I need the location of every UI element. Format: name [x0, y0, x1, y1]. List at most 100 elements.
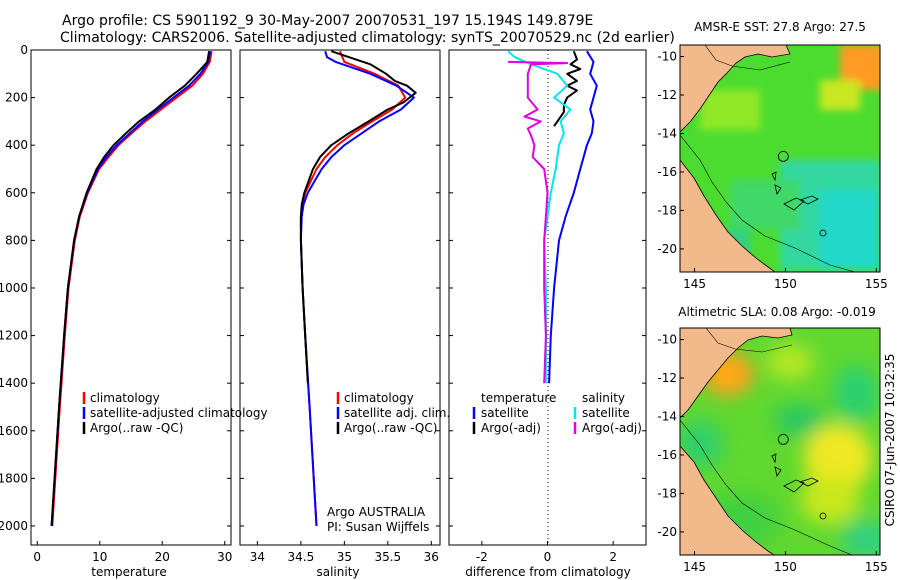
- argo-australia-label: Argo AUSTRALIA: [327, 505, 426, 519]
- y-tick-label: 2000: [0, 519, 28, 533]
- series-line-argo: [50, 51, 211, 527]
- legend-label-satellite: satellite-adjusted climatology: [90, 406, 268, 420]
- csiro-timestamp-label: CSIRO 07-Jun-2007 10:32:35: [883, 354, 897, 527]
- map-y-tick-label: -18: [657, 486, 677, 500]
- legend-label-satellite: satellite adj. clim.: [344, 406, 450, 420]
- y-tick-label: 1000: [0, 281, 28, 295]
- salinity-series: [299, 50, 417, 527]
- map-x-tick-label: 155: [865, 560, 888, 574]
- sst-land-coast-south: [680, 159, 776, 272]
- sla-land-coast-north: [680, 328, 793, 419]
- x-tick-label: 20: [155, 550, 170, 564]
- temperature-axes-box: [30, 49, 232, 546]
- argo-position-marker: [777, 433, 789, 445]
- map-y-tick-label: -16: [657, 165, 677, 179]
- x-tick-label: 0: [544, 550, 552, 564]
- y-tick-label: 1600: [0, 424, 28, 438]
- sla-map-ticks: 145 150 155 -10 -12 -14 -16 -18 -20: [657, 333, 887, 574]
- map-y-tick-label: -10: [657, 333, 677, 347]
- y-tick-label: 1800: [0, 471, 28, 485]
- map-y-tick-label: -12: [657, 371, 677, 385]
- sla-map-axes-box: [679, 327, 881, 556]
- legend-label-climatology: climatology: [90, 391, 160, 405]
- y-tick-label: 0: [20, 43, 28, 57]
- y-tick-label: 1200: [0, 329, 28, 343]
- map-y-tick-label: -20: [657, 525, 677, 539]
- sst-map-ticks: 145 150 155 -10 -12 -14 -16 -18 -20: [657, 50, 887, 291]
- legend-label-salinity-argo: Argo(-adj): [582, 421, 642, 435]
- y-tick-label: 200: [5, 91, 28, 105]
- temperature-series: [50, 51, 213, 527]
- difference-ticks: -2 0 2: [449, 49, 646, 564]
- y-tick-label: 800: [5, 233, 28, 247]
- sst-depth-contour: [680, 45, 856, 272]
- x-tick-label: 34.5: [288, 550, 315, 564]
- legend-label-argo: Argo(..raw -QC): [344, 421, 437, 435]
- series-line-satellite: [50, 51, 212, 527]
- series-line-argo: [299, 50, 417, 384]
- difference-xlabel: difference from climatology: [465, 565, 631, 579]
- sst-reef-dot: [819, 229, 827, 237]
- x-tick-label: 36: [424, 550, 439, 564]
- legend-label-argo: Argo(..raw -QC): [90, 421, 183, 435]
- x-tick-label: -2: [476, 550, 488, 564]
- sla-map-title: Altimetric SLA: 0.08 Argo: -0.019: [678, 305, 875, 319]
- map-x-tick-label: 150: [774, 560, 797, 574]
- sst-map-axes-box: [679, 44, 881, 273]
- map-y-tick-label: -20: [657, 242, 677, 256]
- map-x-tick-label: 145: [683, 277, 706, 291]
- legend-label-climatology: climatology: [344, 391, 414, 405]
- map-x-tick-label: 145: [683, 560, 706, 574]
- salinity-ticks: 34 34.5 35 35.5 36: [240, 49, 440, 564]
- x-tick-label: 35: [337, 550, 352, 564]
- legend-label-temperature-argo: Argo(-adj): [481, 421, 541, 435]
- series-line-temperature-satellite: [548, 50, 598, 384]
- map-y-tick-label: -14: [657, 126, 677, 140]
- figure-title-line1: Argo profile: CS 5901192_9 30-May-2007 2…: [62, 13, 593, 29]
- x-tick-label: 0: [33, 550, 41, 564]
- figure-title-line2: Climatology: CARS2006. Satellite-adjuste…: [60, 30, 675, 46]
- series-line-salinity-satellite: [507, 50, 572, 384]
- salinity-legend: climatology satellite adj. clim. Argo(..…: [336, 391, 450, 435]
- sst-land-coast-north: [680, 45, 791, 133]
- x-tick-label: 35.5: [374, 550, 401, 564]
- temperature-panel: 0 10 20 30 0 200 400 600 800 1000 1200 1400 1600 1800…: [0, 43, 268, 579]
- sst-reef-outlines: [771, 171, 819, 211]
- x-tick-label: 34: [250, 550, 265, 564]
- legend-label-salinity-satellite: satellite: [582, 406, 630, 420]
- sla-map-panel: Altimetric SLA: 0.08 Argo: -0.019: [657, 305, 887, 574]
- salinity-xlabel: salinity: [316, 565, 359, 579]
- sst-map-field: [680, 45, 880, 272]
- argo-position-marker: [777, 150, 789, 162]
- y-tick-label: 1400: [0, 376, 28, 390]
- x-tick-label: 30: [217, 550, 232, 564]
- series-line-salinity-argo: [508, 60, 569, 384]
- legend-heading-temperature: temperature: [481, 391, 556, 405]
- map-y-tick-label: -12: [657, 88, 677, 102]
- sla-reef-outlines: [771, 453, 819, 493]
- legend-heading-salinity: salinity: [582, 391, 625, 405]
- sla-reef-dot: [819, 512, 827, 520]
- difference-legend: temperature satellite Argo(-adj) salinit…: [472, 391, 642, 435]
- x-tick-label: 10: [92, 550, 107, 564]
- temperature-ticks: 0 10 20 30 0 200 400 600 800 1000 1200 1400 1600 1800…: [0, 43, 232, 564]
- map-y-tick-label: -16: [657, 448, 677, 462]
- map-x-tick-label: 155: [865, 277, 888, 291]
- series-line-climatology: [51, 51, 213, 527]
- temperature-legend: climatology satellite-adjusted climatolo…: [82, 391, 268, 435]
- x-tick-label: 2: [609, 550, 617, 564]
- sla-depth-contour: [680, 328, 853, 555]
- map-y-tick-label: -10: [657, 50, 677, 64]
- legend-label-temperature-satellite: satellite: [481, 406, 529, 420]
- series-line-satellite: [299, 50, 415, 527]
- temperature-xlabel: temperature: [91, 565, 166, 579]
- sla-map-field: [680, 328, 880, 555]
- y-tick-label: 400: [5, 138, 28, 152]
- difference-series: [507, 50, 598, 384]
- difference-panel: -2 0 2 temperature satellite Argo(-adj) sa…: [448, 49, 647, 579]
- map-x-tick-label: 150: [774, 277, 797, 291]
- sla-land-coast-south: [680, 445, 775, 555]
- sst-map-panel: AMSR-E SST: 27.8 Argo: 27.5 145 150 155 -10…: [657, 20, 887, 291]
- sst-map-title: AMSR-E SST: 27.8 Argo: 27.5: [694, 20, 866, 34]
